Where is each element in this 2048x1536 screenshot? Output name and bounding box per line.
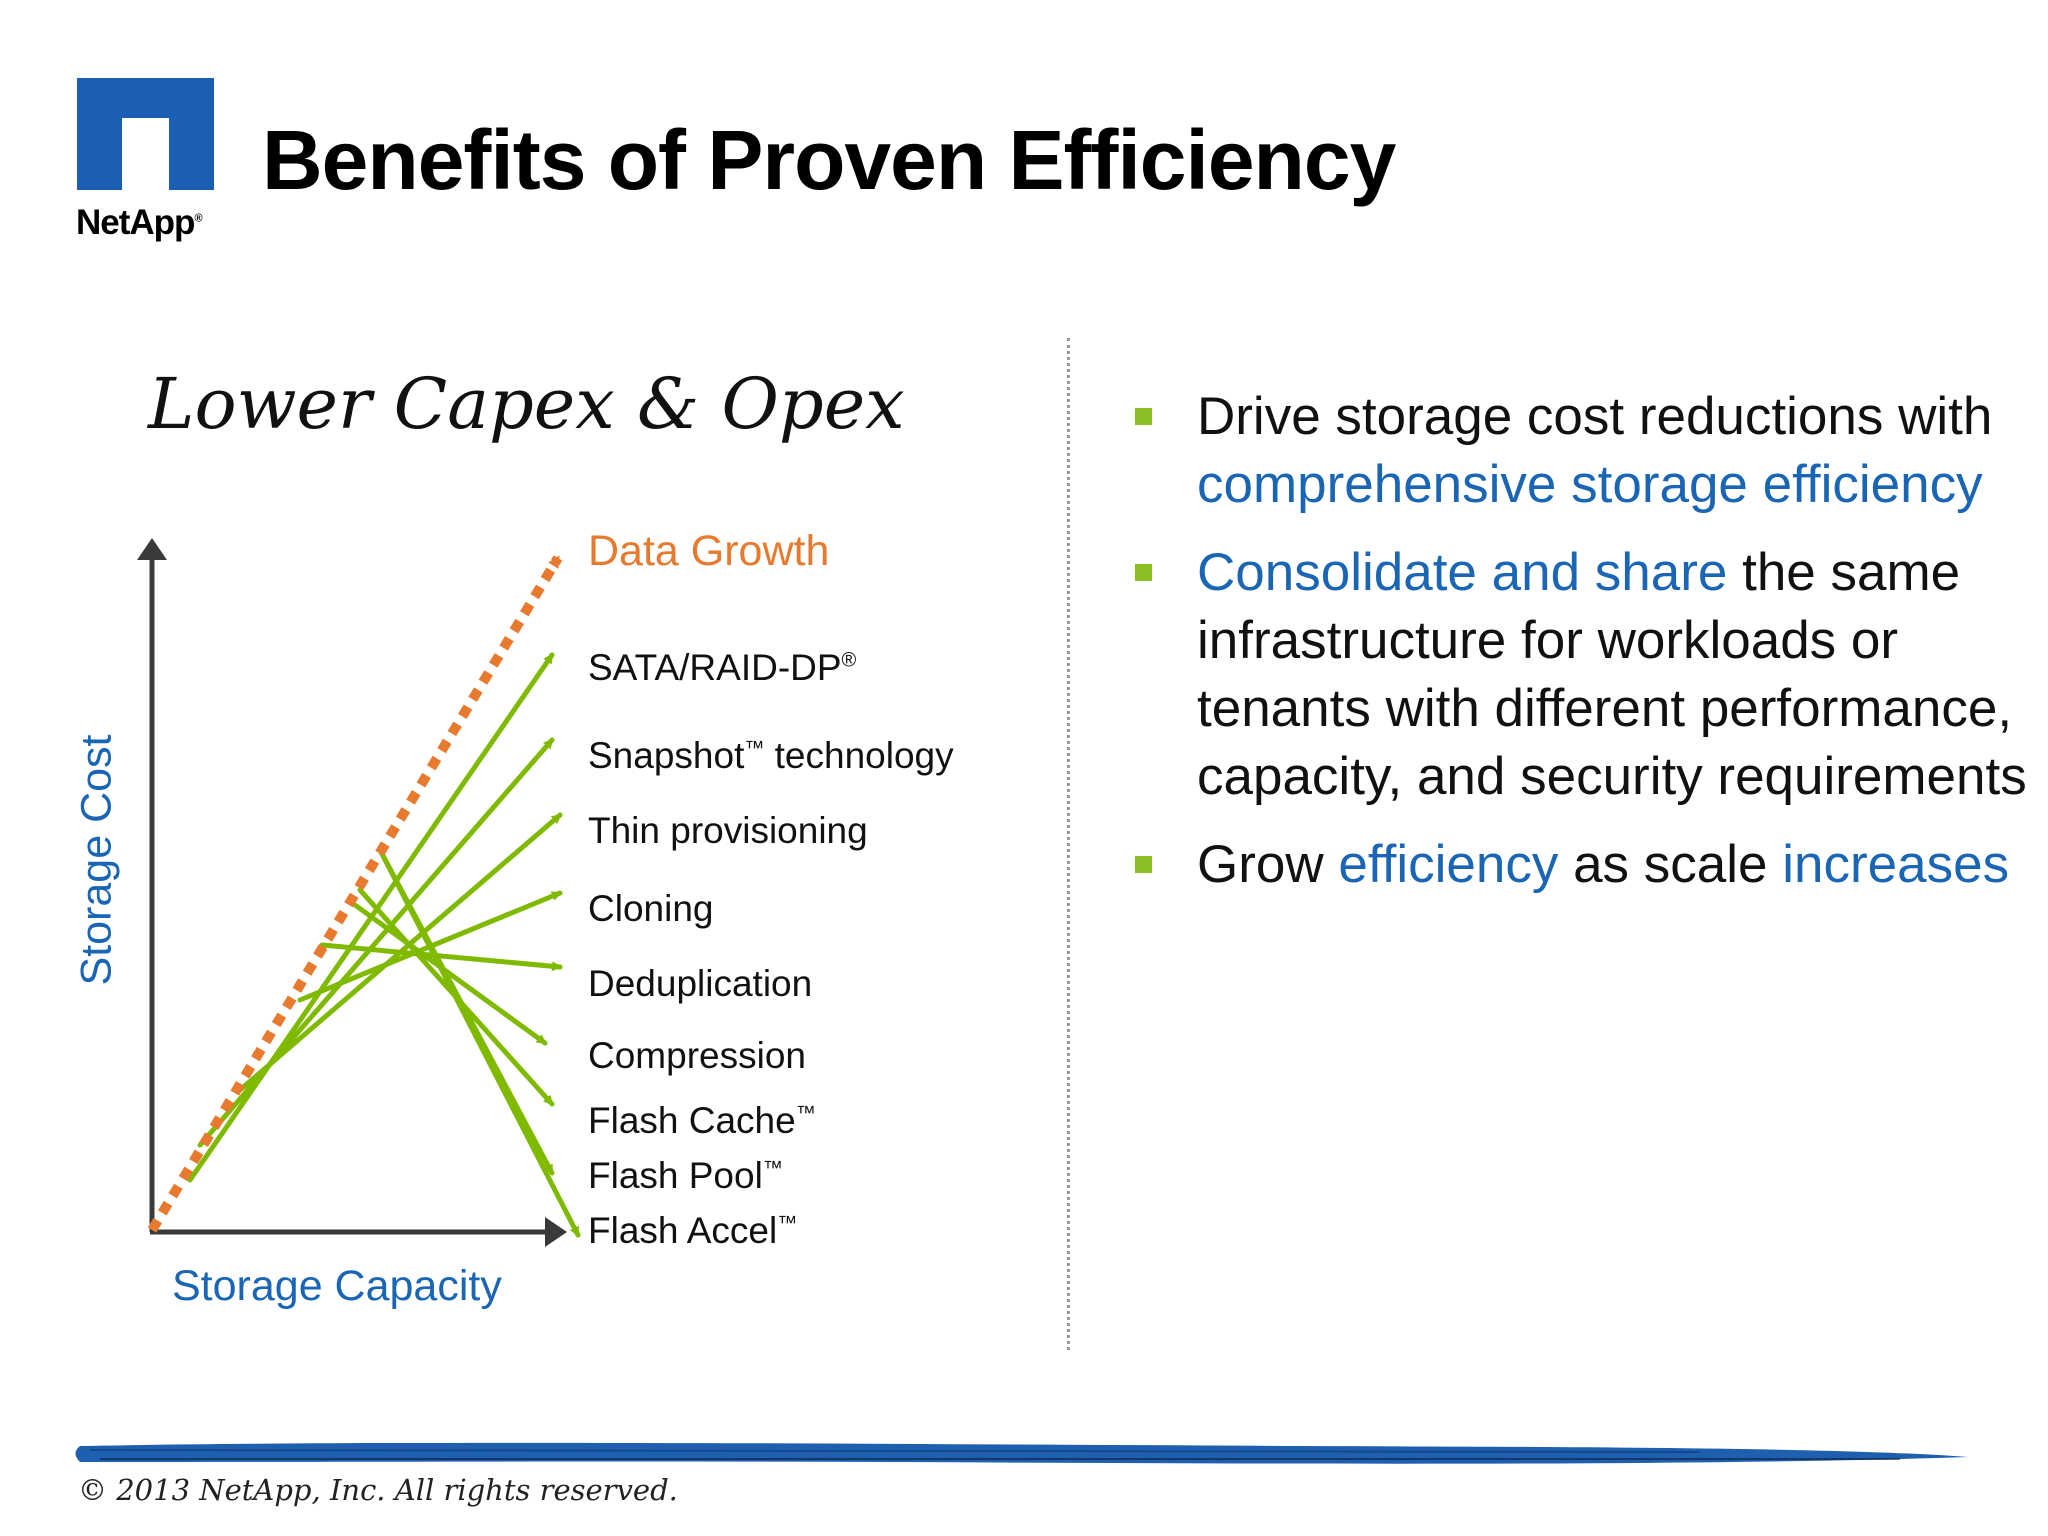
benefit-bullets: Drive storage cost reductions with compr…	[1130, 383, 2030, 919]
bullet-grow-efficiency: Grow efficiency as scale increases	[1130, 831, 2030, 899]
bullet-cost-reductions: Drive storage cost reductions with compr…	[1130, 383, 2030, 519]
copyright-footer: © 2013 NetApp, Inc. All rights reserved.	[78, 1473, 678, 1507]
bullet-consolidate: Consolidate and share the same infrastru…	[1130, 539, 2030, 811]
arrow-compression	[352, 902, 548, 1046]
y-axis-label: Storage Cost	[72, 734, 121, 986]
arrow-snapshot	[197, 737, 555, 1148]
tech-label-sata-raid-dp: SATA/RAID-DP®	[588, 647, 857, 688]
netapp-logo-icon	[77, 78, 214, 190]
x-axis-arrowhead	[545, 1217, 567, 1247]
arrow-flash-accel	[377, 847, 581, 1238]
data-growth-label: Data Growth	[588, 527, 830, 575]
bullet-square-icon	[1135, 856, 1152, 873]
tech-label-flash-accel: Flash Accel™	[588, 1210, 798, 1251]
arrow-deduplication	[319, 942, 563, 972]
y-axis-arrowhead	[137, 538, 167, 560]
tech-label-flash-cache: Flash Cache™	[588, 1100, 816, 1141]
column-divider	[1067, 338, 1070, 1350]
bullet-square-icon	[1135, 564, 1152, 581]
netapp-logo-text: NetApp®	[76, 203, 203, 242]
tech-label-compression: Compression	[588, 1035, 806, 1076]
handwritten-heading: Lower Capex & Opex	[148, 363, 905, 445]
x-axis-label: Storage Capacity	[172, 1262, 502, 1310]
data-growth-arrow	[147, 555, 563, 1233]
tech-label-snapshot: Snapshot™ technology	[588, 735, 954, 776]
page-title: Benefits of Proven Efficiency	[262, 113, 1396, 207]
tech-label-flash-pool: Flash Pool™	[588, 1155, 783, 1196]
tech-label-thin-provisioning: Thin provisioning	[588, 810, 868, 851]
bullet-square-icon	[1135, 408, 1152, 425]
tech-label-deduplication: Deduplication	[588, 963, 813, 1004]
tech-label-cloning: Cloning	[588, 888, 714, 929]
efficiency-diagram	[137, 538, 581, 1247]
